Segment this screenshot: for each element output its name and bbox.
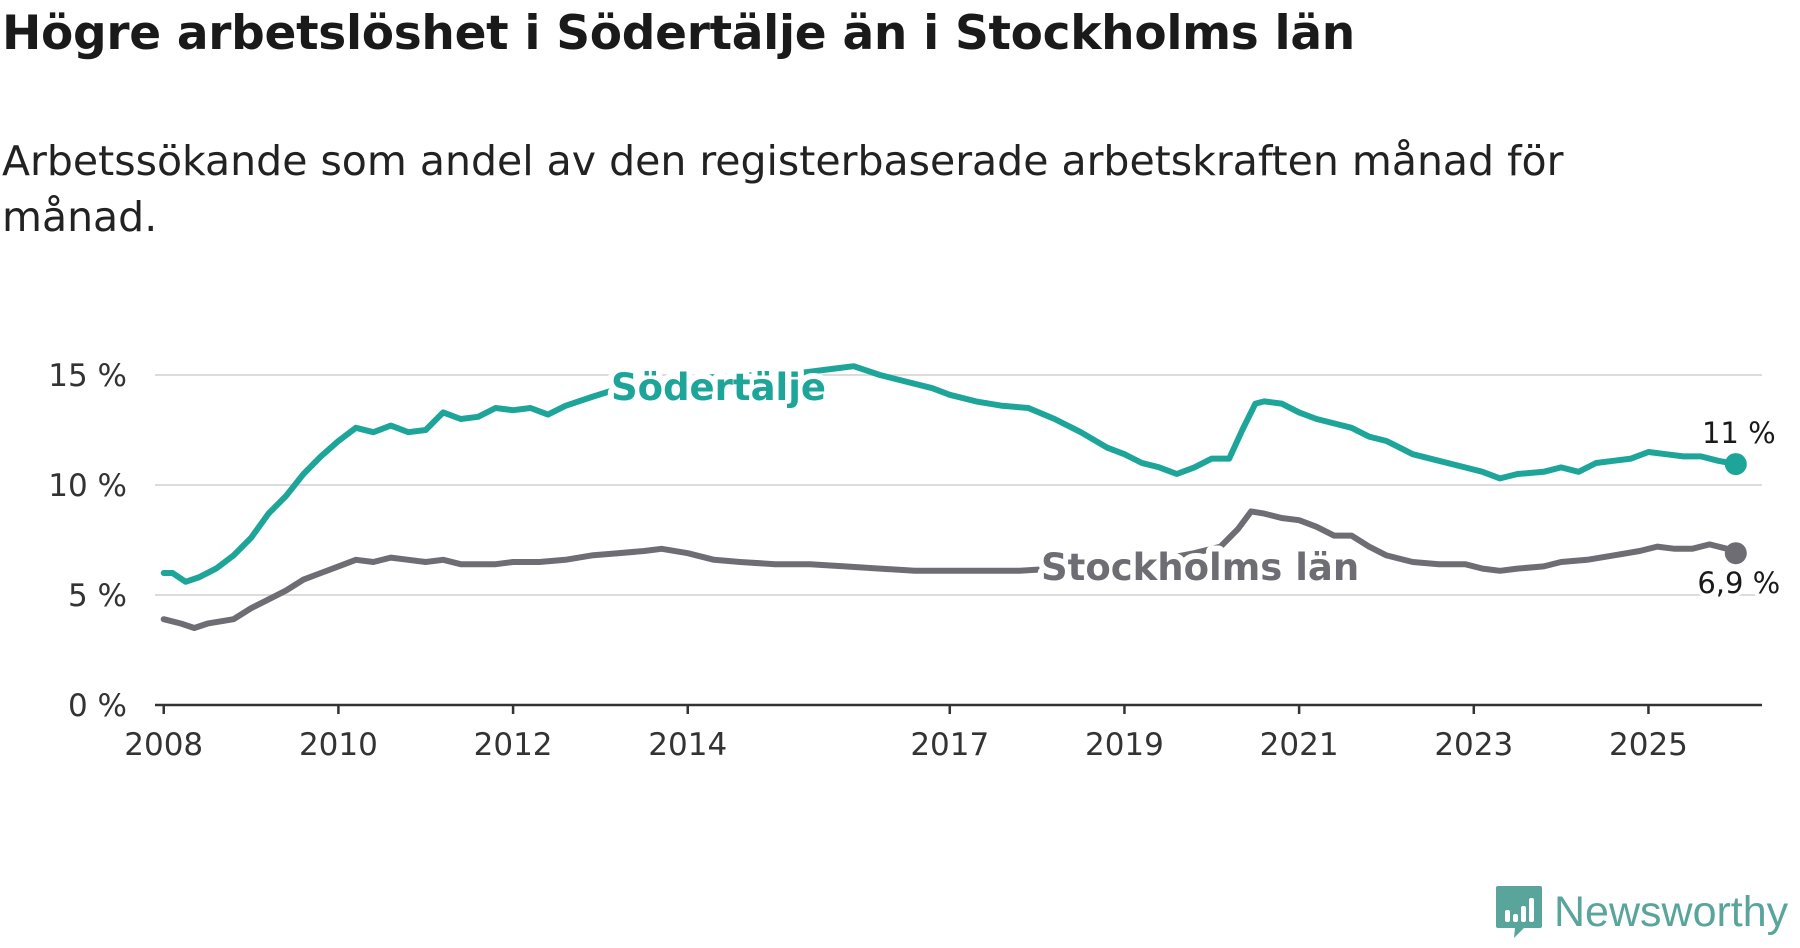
x-tick-label: 2023 bbox=[1434, 727, 1513, 763]
axes: 0 % 5 % 10 % 15 % 2008 2010 2012 2014 2017 2019 20… bbox=[48, 358, 1762, 763]
x-tick-label: 2025 bbox=[1609, 727, 1688, 763]
x-tick-label: 2014 bbox=[648, 727, 727, 763]
x-tick-label: 2017 bbox=[910, 727, 989, 763]
end-value-label: 11 % bbox=[1702, 416, 1776, 450]
series-line-sodertalje bbox=[160, 363, 1739, 585]
y-tick-label: 0 % bbox=[68, 688, 127, 724]
annotations: 11 % 6,9 % Södertälje Stockholms län bbox=[605, 360, 1784, 604]
gridlines bbox=[155, 374, 1762, 596]
chart-subtitle: Arbetssökande som andel av den registerb… bbox=[2, 137, 1564, 241]
newsworthy-logo: Newsworthy bbox=[1494, 884, 1788, 940]
y-tick-label: 15 % bbox=[48, 358, 127, 394]
x-tick-label: 2019 bbox=[1085, 727, 1164, 763]
chart-title: Högre arbetslöshet i Södertälje än i Sto… bbox=[2, 6, 1355, 61]
x-tick-label: 2008 bbox=[124, 727, 203, 763]
series-label-stockholms-lan: Stockholms län bbox=[1041, 546, 1359, 589]
end-value-label: 6,9 % bbox=[1697, 566, 1780, 600]
x-tick-label: 2010 bbox=[299, 727, 378, 763]
y-tick-label: 5 % bbox=[68, 578, 127, 614]
bar-chart-logo-icon bbox=[1496, 886, 1542, 938]
series-label-sodertalje: Södertälje bbox=[611, 366, 826, 409]
series-end-point bbox=[1724, 542, 1747, 565]
series-end-point bbox=[1724, 453, 1747, 476]
x-tick-label: 2012 bbox=[474, 727, 553, 763]
brand-name: Newsworthy bbox=[1554, 887, 1789, 936]
y-tick-label: 10 % bbox=[48, 468, 127, 504]
x-tick-label: 2021 bbox=[1260, 727, 1339, 763]
series-line-stockholms-lan bbox=[160, 508, 1739, 631]
series-lines bbox=[160, 363, 1747, 631]
